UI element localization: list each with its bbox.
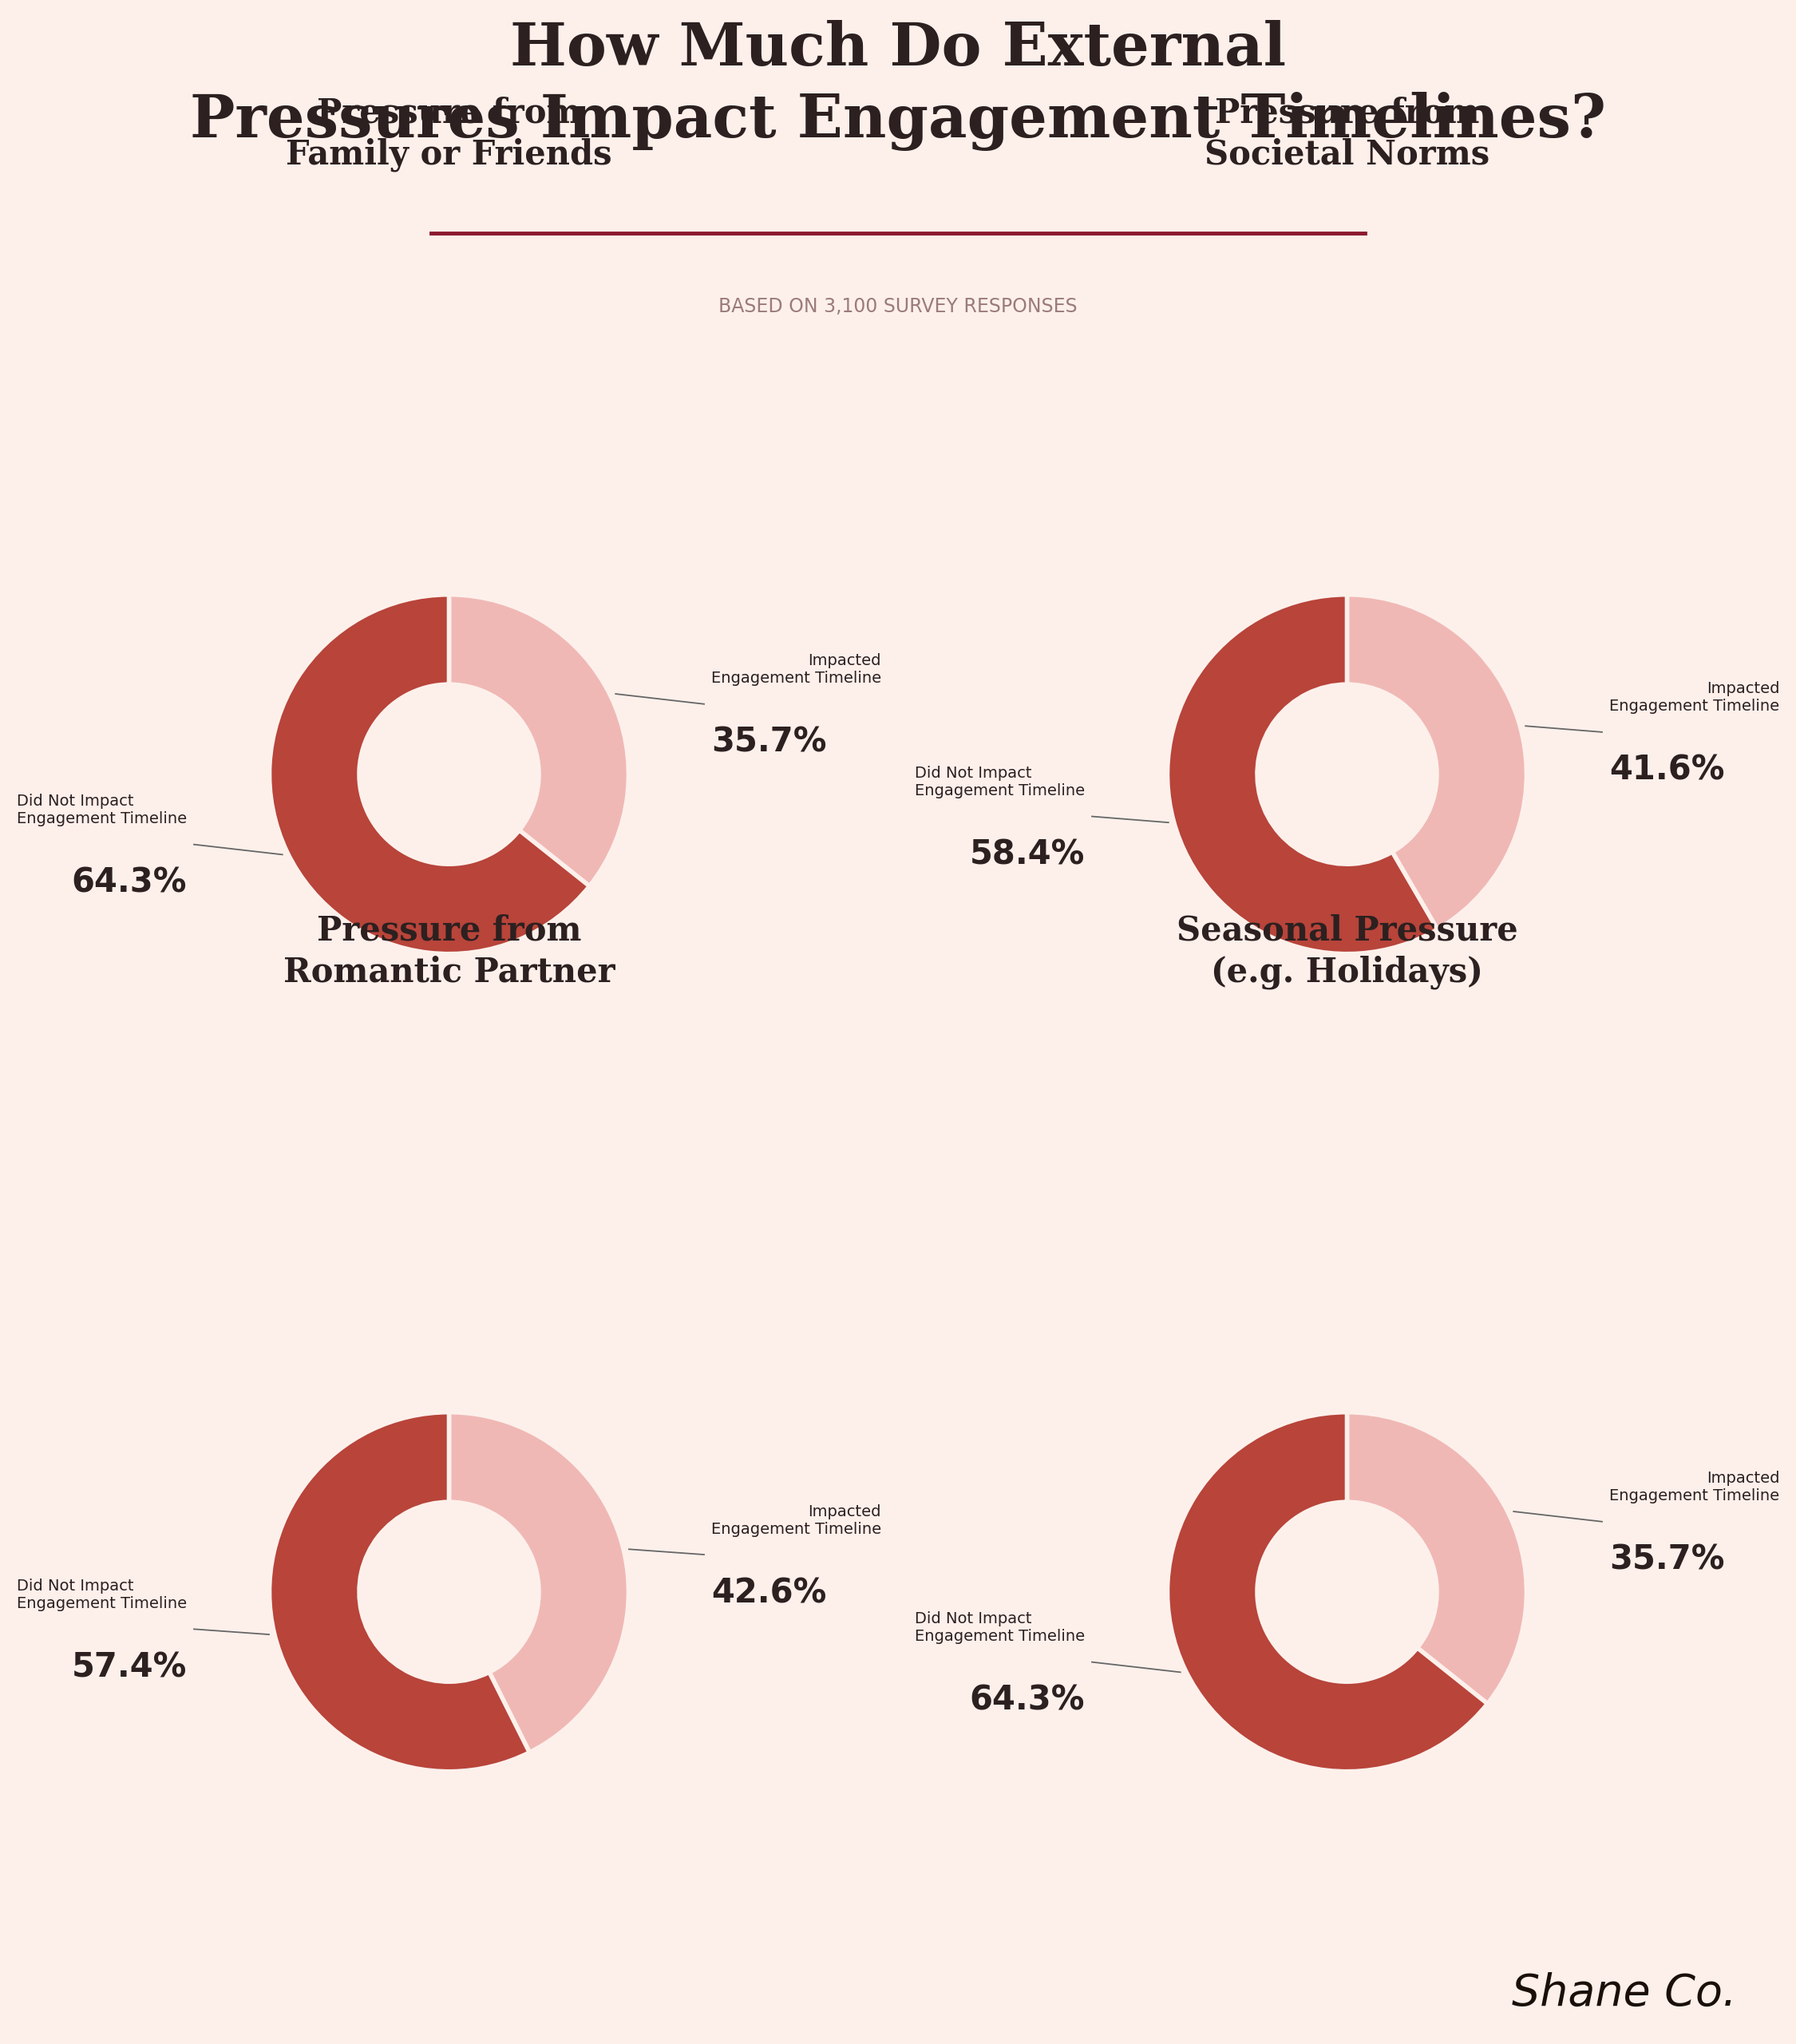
Text: 57.4%: 57.4% [72, 1652, 187, 1684]
Text: Impacted
Engagement Timeline: Impacted Engagement Timeline [711, 654, 882, 687]
Text: 64.3%: 64.3% [970, 1684, 1085, 1717]
Wedge shape [1347, 1412, 1527, 1705]
Text: 42.6%: 42.6% [711, 1576, 826, 1611]
Text: 35.7%: 35.7% [1609, 1543, 1724, 1576]
Wedge shape [1167, 1412, 1487, 1772]
Text: Impacted
Engagement Timeline: Impacted Engagement Timeline [1609, 681, 1780, 713]
Text: BASED ON 3,100 SURVEY RESPONSES: BASED ON 3,100 SURVEY RESPONSES [718, 296, 1078, 317]
Wedge shape [269, 595, 589, 955]
Text: Shane Co.: Shane Co. [1512, 1972, 1737, 2013]
Wedge shape [269, 1412, 530, 1772]
Text: 58.4%: 58.4% [970, 838, 1085, 871]
Wedge shape [1347, 595, 1527, 930]
Text: 35.7%: 35.7% [711, 726, 826, 758]
Text: How Much Do External
Pressures Impact Engagement Timelines?: How Much Do External Pressures Impact En… [190, 20, 1606, 151]
Text: Seasonal Pressure
(e.g. Holidays): Seasonal Pressure (e.g. Holidays) [1176, 914, 1518, 989]
Text: Pressure from
Family or Friends: Pressure from Family or Friends [286, 96, 612, 172]
Wedge shape [449, 595, 629, 887]
Wedge shape [449, 1412, 629, 1752]
Wedge shape [1167, 595, 1437, 955]
Text: Impacted
Engagement Timeline: Impacted Engagement Timeline [1609, 1472, 1780, 1504]
Text: Did Not Impact
Engagement Timeline: Did Not Impact Engagement Timeline [914, 766, 1085, 799]
Text: 41.6%: 41.6% [1609, 754, 1724, 787]
Text: Pressure from
Societal Norms: Pressure from Societal Norms [1205, 96, 1489, 172]
Text: Did Not Impact
Engagement Timeline: Did Not Impact Engagement Timeline [16, 793, 187, 826]
Text: Pressure from
Romantic Partner: Pressure from Romantic Partner [284, 914, 614, 989]
Text: 64.3%: 64.3% [72, 867, 187, 899]
Text: Impacted
Engagement Timeline: Impacted Engagement Timeline [711, 1504, 882, 1537]
Text: Did Not Impact
Engagement Timeline: Did Not Impact Engagement Timeline [16, 1578, 187, 1611]
Text: Did Not Impact
Engagement Timeline: Did Not Impact Engagement Timeline [914, 1611, 1085, 1643]
